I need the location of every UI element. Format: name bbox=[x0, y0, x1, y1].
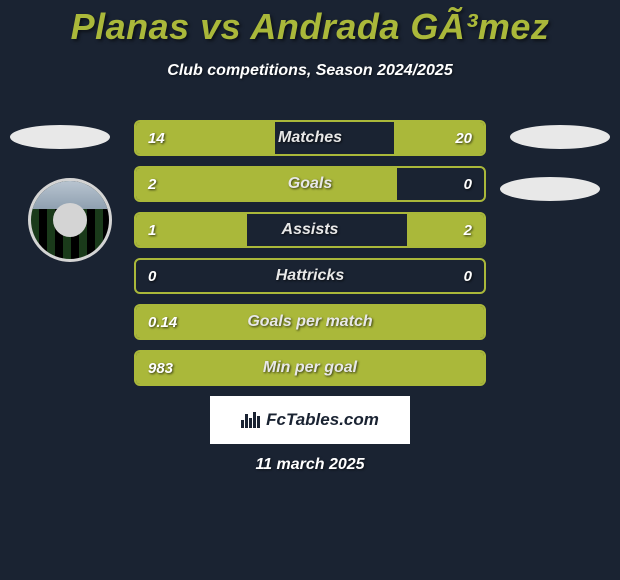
stat-value-right: 0 bbox=[464, 168, 472, 200]
fctables-logo: FcTables.com bbox=[210, 396, 410, 444]
subtitle: Club competitions, Season 2024/2025 bbox=[0, 62, 620, 80]
chart-icon bbox=[241, 412, 260, 428]
team-right-badge-top bbox=[510, 125, 610, 149]
stat-row: 1Assists2 bbox=[134, 212, 486, 248]
stat-row: 14Matches20 bbox=[134, 120, 486, 156]
stat-value-right: 2 bbox=[464, 214, 472, 246]
logo-text: FcTables.com bbox=[266, 410, 379, 430]
stat-row: 0.14Goals per match bbox=[134, 304, 486, 340]
stat-row: 983Min per goal bbox=[134, 350, 486, 386]
stats-container: 14Matches202Goals01Assists20Hattricks00.… bbox=[134, 120, 486, 396]
team-right-badge bbox=[500, 177, 600, 201]
stat-label: Matches bbox=[136, 122, 484, 154]
stat-label: Hattricks bbox=[136, 260, 484, 292]
stat-label: Goals bbox=[136, 168, 484, 200]
stat-row: 0Hattricks0 bbox=[134, 258, 486, 294]
date-text: 11 march 2025 bbox=[0, 456, 620, 474]
stat-label: Assists bbox=[136, 214, 484, 246]
stat-label: Min per goal bbox=[136, 352, 484, 384]
team-left-badge bbox=[28, 178, 112, 262]
stat-value-right: 0 bbox=[464, 260, 472, 292]
stat-value-right: 20 bbox=[455, 122, 472, 154]
page-title: Planas vs Andrada GÃ³mez bbox=[0, 0, 620, 48]
team-left-badge-top bbox=[10, 125, 110, 149]
stat-label: Goals per match bbox=[136, 306, 484, 338]
stat-row: 2Goals0 bbox=[134, 166, 486, 202]
